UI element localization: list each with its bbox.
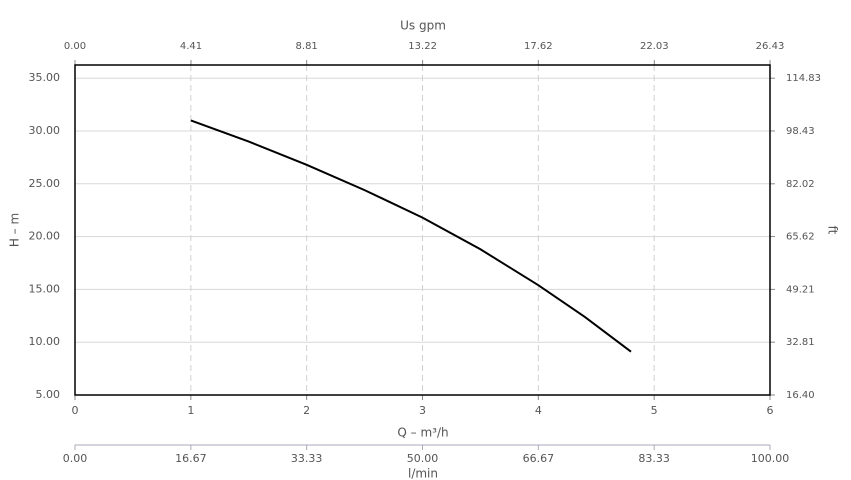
bottom-tick-label: 33.33 xyxy=(291,452,323,465)
x-tick-label: 6 xyxy=(767,404,774,417)
y-tick-label: 30.00 xyxy=(29,124,61,137)
y-tick-label: 25.00 xyxy=(29,177,61,190)
x-tick-label: 0 xyxy=(72,404,79,417)
y2-tick-label: 32.81 xyxy=(786,337,815,348)
y2-tick-label: 65.62 xyxy=(786,232,815,243)
top-tick-label: 13.22 xyxy=(408,41,437,52)
top-tick-label: 0.00 xyxy=(64,41,86,52)
y2-tick-label: 82.02 xyxy=(786,179,815,190)
x-tick-label: 5 xyxy=(651,404,658,417)
bottom-tick-label: 0.00 xyxy=(63,452,88,465)
top-tick-label: 17.62 xyxy=(524,41,553,52)
y2-tick-label: 114.83 xyxy=(786,73,821,84)
bottom-tick-label: 66.67 xyxy=(523,452,555,465)
x-axis-title: Q – m³/h xyxy=(397,426,448,440)
y-axis-title: H – m xyxy=(8,213,22,247)
y2-tick-label: 49.21 xyxy=(786,284,815,295)
top-tick-label: 26.43 xyxy=(756,41,785,52)
bottom-tick-label: 16.67 xyxy=(175,452,207,465)
bottom-axis-title: l/min xyxy=(408,467,438,480)
bottom-tick-label: 100.00 xyxy=(751,452,790,465)
curve xyxy=(190,119,632,353)
bottom-tick-label: 83.33 xyxy=(638,452,670,465)
top-axis-title: Us gpm xyxy=(400,19,446,33)
top-tick-label: 4.41 xyxy=(180,41,202,52)
x-tick-label: 1 xyxy=(187,404,194,417)
y-tick-label: 15.00 xyxy=(29,282,61,295)
y2-axis-title: ft xyxy=(826,226,840,235)
y-tick-label: 35.00 xyxy=(29,71,61,84)
y-tick-label: 5.00 xyxy=(36,388,61,401)
plot-frame xyxy=(74,64,771,396)
y2-tick-label: 98.43 xyxy=(786,126,815,137)
y2-tick-label: 16.40 xyxy=(786,390,815,401)
bottom-tick-label: 50.00 xyxy=(407,452,439,465)
x-tick-label: 3 xyxy=(419,404,426,417)
x-tick-label: 4 xyxy=(535,404,542,417)
y-tick-label: 10.00 xyxy=(29,335,61,348)
top-tick-label: 22.03 xyxy=(640,41,669,52)
x-tick-label: 2 xyxy=(303,404,310,417)
y-tick-label: 20.00 xyxy=(29,230,61,243)
top-tick-label: 8.81 xyxy=(296,41,318,52)
